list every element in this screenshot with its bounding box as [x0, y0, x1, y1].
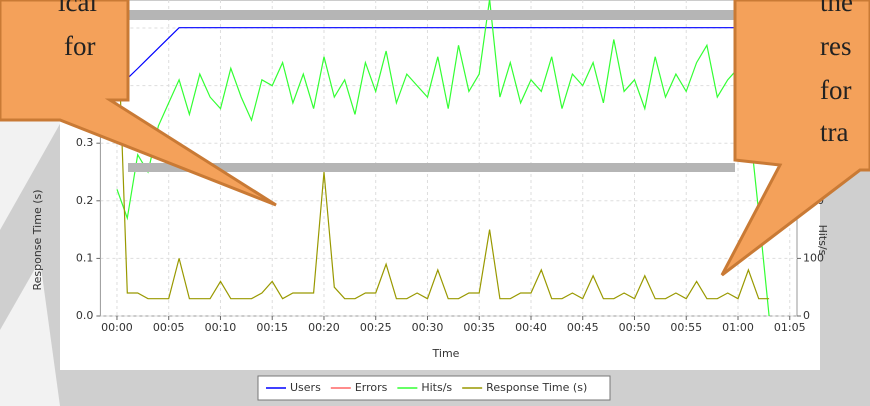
legend: [257, 375, 611, 401]
x-tick-label: 01:05: [774, 321, 806, 334]
callout-text: tra: [820, 117, 848, 147]
watermark-stripe: [0, 260, 60, 406]
callout-text: for: [820, 75, 851, 105]
callout-text: for: [64, 31, 95, 61]
x-axis-label: Time: [432, 347, 460, 360]
x-tick-label: 00:55: [670, 321, 702, 334]
callout-text: the: [820, 0, 853, 17]
x-tick-label: 00:50: [619, 321, 651, 334]
y-tick-label: 0.3: [76, 136, 94, 149]
x-tick-label: 00:00: [101, 321, 133, 334]
x-tick-label: 01:00: [722, 321, 754, 334]
legend-label: Response Time (s): [486, 381, 587, 394]
series-line: [116, 0, 770, 317]
legend-label: Users: [290, 381, 321, 394]
x-tick-label: 00:20: [308, 321, 340, 334]
x-tick-label: 00:25: [360, 321, 392, 334]
y-tick-label: 0.2: [76, 194, 94, 207]
lines: [116, 0, 770, 317]
x-tick-label: 00:10: [205, 321, 237, 334]
y-axis-label: Response Time (s): [31, 189, 44, 290]
callout: [0, 0, 277, 207]
callout-text: res: [820, 31, 851, 61]
axes: 00:00 00:05 00:10 00:15 00:20 00:25 00:30 00:35…: [76, 21, 824, 334]
legend-label: Hits/s: [421, 381, 452, 394]
panel-separator: [128, 10, 735, 20]
callout-text: ical: [58, 0, 97, 17]
x-tick-label: 00:30: [412, 321, 444, 334]
x-tick-label: 00:40: [515, 321, 547, 334]
y-tick-label: 0.1: [76, 251, 94, 264]
series-line: [116, 27, 770, 90]
x-tick-label: 00:35: [463, 321, 495, 334]
x-tick-label: 00:05: [153, 321, 185, 334]
legend-label: Errors: [355, 381, 388, 394]
x-tick-label: 00:15: [256, 321, 288, 334]
y-tick-label: 0.0: [76, 309, 94, 322]
plot-area: [99, 0, 798, 317]
series-line: [116, 0, 770, 300]
y2-tick-label: 0: [803, 309, 810, 322]
y2-axis-label: Hits/s: [816, 225, 829, 256]
y2-tick-label: 100: [803, 251, 824, 264]
callout: [720, 0, 870, 277]
legend-items: Users Errors Hits/s Response Time (s): [266, 381, 587, 394]
x-tick-label: 00:45: [567, 321, 599, 334]
panel-separator: [128, 163, 735, 172]
